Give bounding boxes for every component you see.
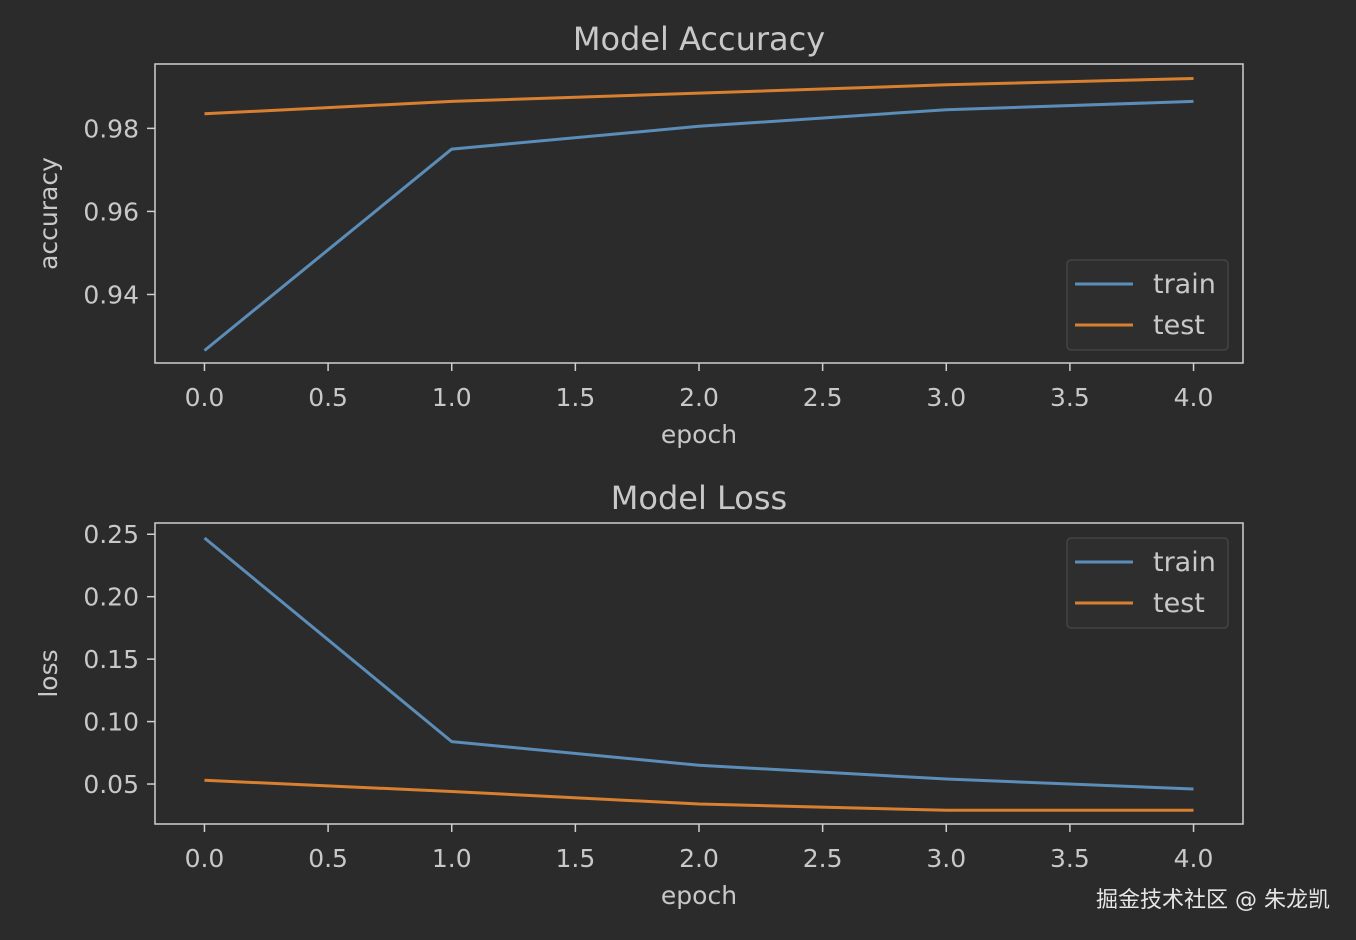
y-tick-label: 0.20 — [83, 583, 139, 612]
x-tick-label: 2.0 — [679, 383, 719, 412]
x-tick-label: 2.5 — [803, 383, 843, 412]
x-tick-label: 3.5 — [1050, 844, 1090, 873]
y-tick-label: 0.15 — [83, 645, 139, 674]
x-axis-label: epoch — [661, 881, 737, 910]
x-tick-label: 0.0 — [185, 383, 225, 412]
legend-label-train: train — [1153, 547, 1216, 578]
x-tick-label: 0.5 — [308, 383, 348, 412]
x-tick-label: 1.0 — [432, 383, 472, 412]
y-axis-label: accuracy — [34, 157, 63, 270]
x-tick-label: 0.0 — [185, 844, 225, 873]
x-tick-label: 3.0 — [926, 844, 966, 873]
x-tick-label: 4.0 — [1174, 844, 1214, 873]
series-line-train — [203, 99, 1194, 352]
series-line-train — [203, 536, 1194, 791]
chart-title: Model Loss — [611, 479, 787, 517]
legend-label-train: train — [1153, 269, 1216, 300]
x-tick-label: 1.5 — [555, 844, 595, 873]
x-tick-label: 0.5 — [308, 844, 348, 873]
x-tick-label: 3.0 — [926, 383, 966, 412]
x-tick-label: 1.0 — [432, 844, 472, 873]
x-tick-label: 3.5 — [1050, 383, 1090, 412]
legend-label-test: test — [1153, 310, 1205, 341]
y-tick-label: 0.05 — [83, 770, 139, 799]
loss-chart: Model Loss 0.0 0.5 1.0 1.5 2.0 2.5 3.0 3.5 4.0 0.0… — [34, 479, 1244, 910]
chart-title: Model Accuracy — [573, 20, 825, 58]
y-tick-label: 0.96 — [83, 197, 139, 226]
accuracy-chart: Model Accuracy 0.0 0.5 1.0 1.5 2.0 2.5 3.0 3.5 4.… — [34, 20, 1244, 449]
series-line-test — [204, 778, 1194, 812]
watermark: 掘金技术社区 @ 朱龙凯 — [1096, 888, 1330, 913]
x-tick-label: 2.5 — [803, 844, 843, 873]
y-tick-label: 0.94 — [83, 280, 139, 309]
x-tick-label: 2.0 — [679, 844, 719, 873]
x-tick-label: 4.0 — [1174, 383, 1214, 412]
y-tick-label: 0.98 — [83, 114, 139, 143]
x-tick-label: 1.5 — [555, 383, 595, 412]
legend-label-test: test — [1153, 588, 1205, 619]
series-line-test — [204, 77, 1194, 116]
y-axis-label: loss — [34, 649, 63, 697]
y-tick-label: 0.25 — [83, 520, 139, 549]
x-axis-label: epoch — [661, 420, 737, 449]
y-tick-label: 0.10 — [83, 708, 139, 737]
